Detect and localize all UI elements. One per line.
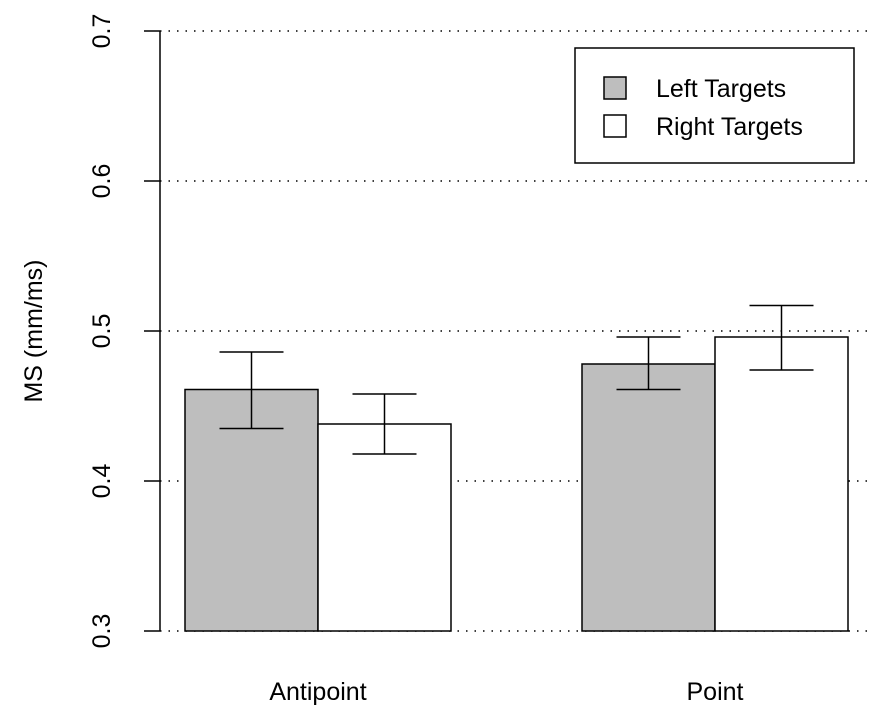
x-axis-labels: Antipoint Point — [269, 678, 743, 706]
x-tick-label: Point — [687, 678, 744, 706]
legend-label: Right Targets — [656, 113, 803, 141]
legend-swatch — [603, 76, 627, 100]
error-bars — [219, 304, 814, 455]
bar-antipoint-right-targets — [317, 423, 452, 632]
bars — [184, 336, 849, 632]
error-bar — [749, 304, 814, 371]
x-tick-label: Antipoint — [269, 678, 366, 706]
y-tick-label: 0.7 — [88, 14, 116, 49]
error-bar — [219, 351, 284, 430]
y-tick-label: 0.3 — [88, 614, 116, 649]
y-tick-label: 0.6 — [88, 164, 116, 199]
legend-swatch — [603, 114, 627, 138]
error-bar — [616, 336, 681, 391]
legend: Left Targets Right Targets — [574, 47, 855, 164]
y-axis-label: MS (mm/ms) — [20, 259, 48, 402]
bar-point-left-targets — [581, 363, 716, 632]
error-bar — [352, 393, 417, 455]
bar-antipoint-left-targets — [184, 388, 319, 632]
bar-point-right-targets — [714, 336, 849, 632]
legend-box — [574, 47, 855, 164]
y-tick-label: 0.4 — [88, 464, 116, 499]
y-tick-label: 0.5 — [88, 314, 116, 349]
legend-label: Left Targets — [656, 75, 786, 103]
y-axis: 0.3 0.4 0.5 0.6 0.7 — [88, 14, 161, 649]
